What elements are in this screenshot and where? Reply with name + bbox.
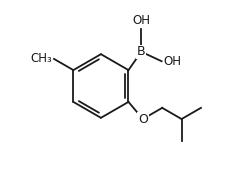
Text: O: O bbox=[138, 112, 148, 126]
Text: OH: OH bbox=[132, 14, 150, 27]
Text: B: B bbox=[137, 45, 145, 58]
Text: OH: OH bbox=[163, 55, 181, 68]
Text: CH₃: CH₃ bbox=[31, 52, 52, 65]
